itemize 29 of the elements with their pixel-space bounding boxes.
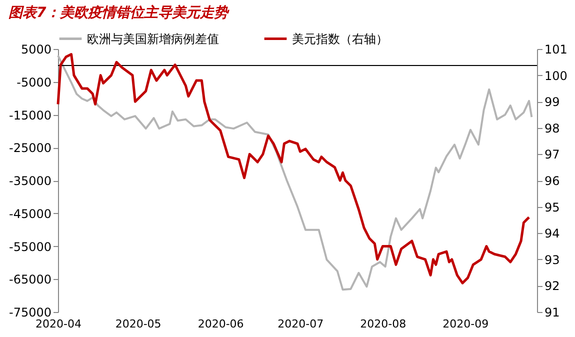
- y-tick-label: -15000: [8, 108, 52, 122]
- y-tick-label: -25000: [8, 141, 52, 156]
- y2-tick-label: 99: [544, 95, 560, 110]
- y2-tick-label: 100: [544, 68, 568, 83]
- y-tick-label: -55000: [8, 240, 52, 254]
- y-tick-label: -35000: [8, 174, 52, 188]
- y2-tick-label: 97: [544, 148, 560, 162]
- y2-tick-label: 96: [544, 174, 560, 188]
- legend-label: 欧洲与美国新增病例差值: [87, 32, 219, 46]
- y-tick-label: -5000: [16, 75, 52, 90]
- y2-tick-label: 91: [544, 306, 560, 320]
- y2-tick-label: 94: [544, 226, 560, 241]
- chart-title: 图表7：美欧疫情错位主导美元走势: [8, 4, 230, 21]
- y-tick-label: -65000: [8, 272, 52, 287]
- x-tick-label: 2020-05: [115, 318, 162, 330]
- x-tick-label: 2020-07: [278, 318, 324, 330]
- y2-tick-label: 98: [544, 121, 560, 136]
- y-tick-label: -45000: [8, 206, 52, 221]
- y-tick-label: 5000: [20, 42, 52, 56]
- y-tick-label: -75000: [8, 306, 52, 320]
- y2-tick-label: 92: [544, 279, 560, 294]
- x-tick-label: 2020-06: [198, 318, 244, 330]
- x-tick-label: 2020-09: [442, 318, 489, 330]
- y2-tick-label: 101: [544, 42, 568, 56]
- x-tick-label: 2020-08: [360, 318, 406, 330]
- x-tick-label: 2020-04: [36, 318, 82, 330]
- y2-tick-label: 93: [544, 252, 560, 267]
- y2-tick-label: 95: [544, 200, 560, 214]
- legend-label: 美元指数（右轴）: [292, 32, 388, 46]
